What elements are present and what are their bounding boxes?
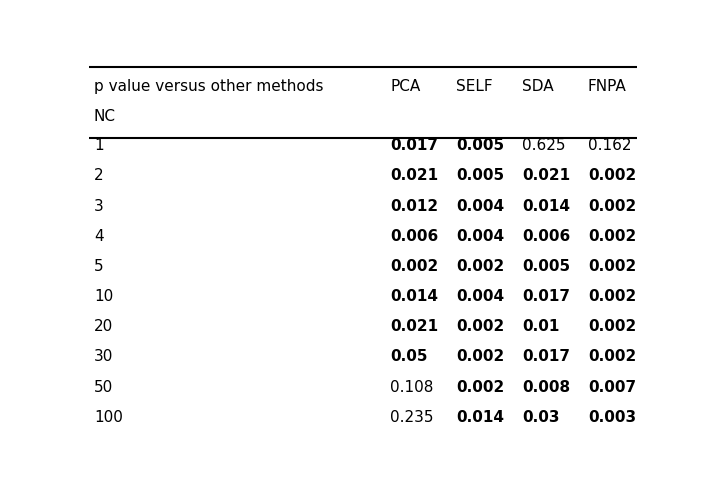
Text: 0.004: 0.004 — [456, 229, 504, 244]
Text: FNPA: FNPA — [588, 79, 627, 94]
Text: 0.014: 0.014 — [456, 410, 504, 425]
Text: 4: 4 — [94, 229, 103, 244]
Text: p value versus other methods: p value versus other methods — [94, 79, 324, 94]
Text: 0.005: 0.005 — [456, 138, 504, 153]
Text: 0.05: 0.05 — [390, 349, 428, 364]
Text: 0.002: 0.002 — [588, 349, 636, 364]
Text: 10: 10 — [94, 289, 113, 304]
Text: 3: 3 — [94, 198, 104, 214]
Text: 0.014: 0.014 — [522, 198, 570, 214]
Text: 0.002: 0.002 — [390, 259, 438, 274]
Text: 0.625: 0.625 — [522, 138, 566, 153]
Text: 0.003: 0.003 — [588, 410, 636, 425]
Text: 0.005: 0.005 — [522, 259, 570, 274]
Text: 0.002: 0.002 — [456, 380, 504, 395]
Text: 0.108: 0.108 — [390, 380, 434, 395]
Text: 0.005: 0.005 — [456, 168, 504, 184]
Text: 0.017: 0.017 — [522, 349, 570, 364]
Text: 0.002: 0.002 — [456, 349, 504, 364]
Text: 0.008: 0.008 — [522, 380, 570, 395]
Text: 0.021: 0.021 — [390, 319, 438, 334]
Text: 20: 20 — [94, 319, 113, 334]
Text: 0.007: 0.007 — [588, 380, 636, 395]
Text: 0.235: 0.235 — [390, 410, 434, 425]
Text: 0.004: 0.004 — [456, 289, 504, 304]
Text: 0.006: 0.006 — [522, 229, 570, 244]
Text: 100: 100 — [94, 410, 123, 425]
Text: 0.014: 0.014 — [390, 289, 438, 304]
Text: 0.162: 0.162 — [588, 138, 632, 153]
Text: 0.004: 0.004 — [456, 198, 504, 214]
Text: 0.002: 0.002 — [588, 319, 636, 334]
Text: 0.006: 0.006 — [390, 229, 438, 244]
Text: NC: NC — [94, 109, 116, 124]
Text: 1: 1 — [94, 138, 103, 153]
Text: 0.03: 0.03 — [522, 410, 559, 425]
Text: 0.002: 0.002 — [588, 289, 636, 304]
Text: 0.017: 0.017 — [390, 138, 438, 153]
Text: 0.002: 0.002 — [588, 168, 636, 184]
Text: 30: 30 — [94, 349, 113, 364]
Text: PCA: PCA — [390, 79, 421, 94]
Text: SDA: SDA — [522, 79, 554, 94]
Text: 0.002: 0.002 — [456, 259, 504, 274]
Text: 0.021: 0.021 — [390, 168, 438, 184]
Text: 0.002: 0.002 — [588, 259, 636, 274]
Text: 0.017: 0.017 — [522, 289, 570, 304]
Text: 0.012: 0.012 — [390, 198, 438, 214]
Text: 50: 50 — [94, 380, 113, 395]
Text: 2: 2 — [94, 168, 103, 184]
Text: 0.021: 0.021 — [522, 168, 570, 184]
Text: 0.002: 0.002 — [456, 319, 504, 334]
Text: 0.002: 0.002 — [588, 198, 636, 214]
Text: 0.01: 0.01 — [522, 319, 559, 334]
Text: 0.002: 0.002 — [588, 229, 636, 244]
Text: 5: 5 — [94, 259, 103, 274]
Text: SELF: SELF — [456, 79, 493, 94]
